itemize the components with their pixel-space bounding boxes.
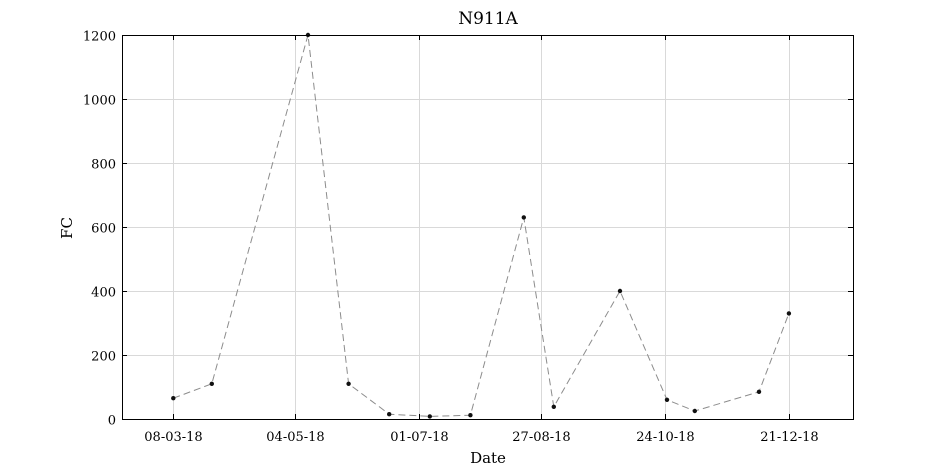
data-point [617, 288, 623, 294]
y-tick-label: 400 [91, 286, 116, 301]
y-tick-label: 0 [108, 414, 116, 429]
x-tick-label: 27-08-18 [512, 430, 570, 445]
data-point [171, 396, 176, 401]
data-point [387, 412, 392, 417]
ticks: 08-03-18 04-05-18 01-07-18 27-08-18 24-10-18… [83, 30, 853, 445]
data-point [521, 215, 526, 220]
series-line [173, 34, 790, 417]
x-tick-label: 21-12-18 [760, 430, 818, 445]
data-point [427, 414, 432, 419]
y-tick-label: 800 [91, 158, 116, 173]
x-tick-label: 01-07-18 [390, 430, 448, 445]
data-point [786, 311, 792, 316]
series-line-layer [173, 34, 790, 417]
x-axis-label: Date [470, 449, 506, 467]
data-point [346, 381, 351, 386]
y-tick-label: 600 [91, 222, 116, 237]
data-point [756, 389, 762, 394]
grid [122, 35, 853, 420]
y-tick-label: 1200 [83, 30, 116, 45]
chart-title: N911A [458, 9, 518, 29]
x-tick-label: 04-05-18 [266, 430, 324, 445]
y-tick-label: 200 [91, 350, 116, 365]
data-point [664, 397, 670, 402]
x-tick-label: 24-10-18 [636, 430, 694, 445]
y-tick-label: 1000 [83, 94, 116, 109]
data-point [551, 404, 556, 409]
x-tick-label: 08-03-18 [144, 430, 202, 445]
data-point [209, 381, 214, 386]
y-axis-label: FC [58, 217, 76, 239]
data-point [692, 408, 697, 414]
data-point [468, 413, 473, 418]
data-points [171, 32, 792, 419]
